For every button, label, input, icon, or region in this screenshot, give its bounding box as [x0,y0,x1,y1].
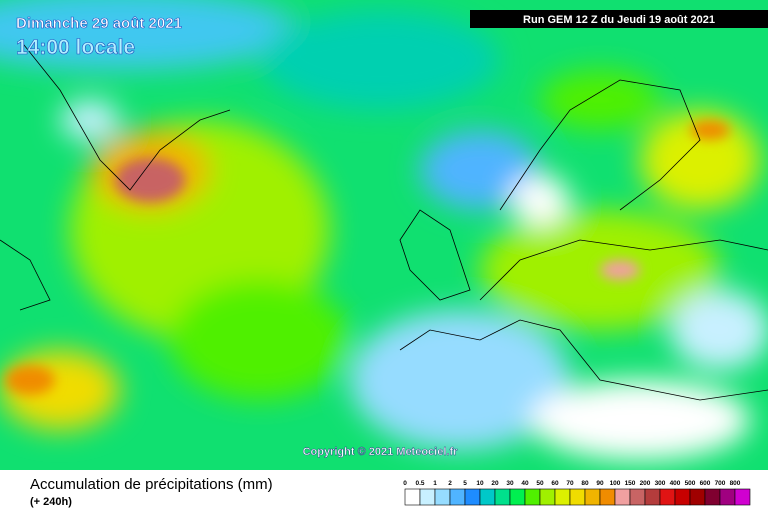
legend-label: 10 [476,480,484,487]
legend-label: 5 [463,480,467,487]
legend-label: 2 [448,480,452,487]
legend-label: 60 [551,480,559,487]
legend-label: 40 [521,480,529,487]
legend-swatch [554,488,571,506]
legend-swatch [539,488,556,506]
footer-title: Accumulation de précipitations (mm) [30,476,273,493]
legend-swatch [449,488,466,506]
legend-swatch [689,488,706,506]
legend-swatch [464,488,481,506]
legend-swatch [659,488,676,506]
legend-swatch [599,488,616,506]
legend-swatch [524,488,541,506]
legend-label: 90 [596,480,604,487]
legend-label: 20 [491,480,499,487]
run-box [470,10,768,28]
legend-swatch [584,488,601,506]
legend-swatch [734,488,751,506]
legend-label: 70 [566,480,574,487]
legend-swatch [644,488,661,506]
legend-label: 300 [655,480,666,487]
legend-label: 50 [536,480,544,487]
legend-label: 80 [581,480,589,487]
legend-label: 200 [640,480,651,487]
legend-label: 500 [685,480,696,487]
legend-swatch [569,488,586,506]
time-label: 14:00 locale [16,36,135,59]
run-label: Run GEM 12 Z du Jeudi 19 août 2021 [523,14,715,26]
legend-label: 800 [730,480,741,487]
legend-label: 1 [433,480,437,487]
legend-label: 30 [506,480,514,487]
legend-swatch [479,488,496,506]
legend-label: 0 [403,480,407,487]
legend-swatch [674,488,691,506]
legend: 0 0.5 1 2 5 10 20 30 40 50 60 70 80 90 100 150 200 300 400… [403,480,751,506]
legend-swatch [719,488,736,506]
map [0,0,768,470]
legend-label: 600 [700,480,711,487]
legend-swatch [494,488,511,506]
legend-swatch [434,488,451,506]
legend-label: 150 [625,480,636,487]
legend-label: 400 [670,480,681,487]
legend-label: 700 [715,480,726,487]
legend-swatch [404,488,421,506]
legend-swatch [419,488,436,506]
legend-swatch [509,488,526,506]
legend-label: 100 [610,480,621,487]
legend-swatch [614,488,631,506]
legend-swatch [704,488,721,506]
date-label: Dimanche 29 août 2021 [16,15,182,32]
header: Dimanche 29 août 2021 14:00 locale Run G… [16,10,768,59]
legend-swatch [629,488,646,506]
copyright: Copyright © 2021 Meteociel.fr [303,446,459,458]
footer-subtitle: (+ 240h) [30,496,72,508]
legend-label: 0.5 [415,480,424,487]
